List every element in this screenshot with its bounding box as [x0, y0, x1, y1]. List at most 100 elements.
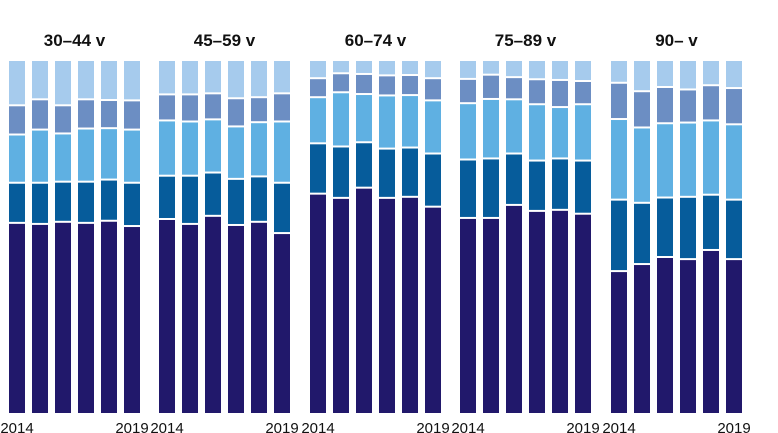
bar-segment [402, 61, 418, 75]
bar-segment [506, 205, 522, 413]
bar-segment [205, 120, 221, 172]
bar-segment [506, 78, 522, 99]
bar-segment [159, 95, 175, 120]
bar-segment [274, 122, 290, 182]
bar-segment [379, 76, 395, 95]
bar-segment [402, 76, 418, 95]
x-tick-label: 2019 [265, 420, 298, 433]
bar-segment [101, 101, 117, 128]
bar-segment [124, 227, 140, 413]
bar-segment [182, 224, 198, 413]
bar-segment [483, 159, 499, 217]
bar-segment [703, 61, 719, 85]
bar-segment [55, 106, 71, 133]
bar-segment [680, 123, 696, 196]
bar-segment [425, 79, 441, 100]
bar-segment [402, 197, 418, 413]
bar-segment [703, 121, 719, 194]
bar-segment [460, 61, 476, 78]
bar-segment [529, 161, 545, 210]
bar-segment [552, 159, 568, 209]
bar-segment [55, 134, 71, 181]
bar-segment [333, 198, 349, 413]
panel-title: 30–44 v [44, 31, 106, 50]
bar-segment [333, 93, 349, 146]
bar-segment [703, 86, 719, 120]
bar-segment [726, 125, 742, 199]
bar-segment [379, 149, 395, 197]
bar-segment [159, 176, 175, 218]
bar-segment [251, 61, 267, 97]
bar-segment [124, 183, 140, 226]
bar-segment [460, 104, 476, 159]
bar-segment [9, 223, 25, 413]
bar-segment [333, 74, 349, 92]
x-tick-label: 2014 [451, 420, 484, 433]
bar-segment [703, 250, 719, 413]
bar-segment [124, 130, 140, 182]
bar-segment [32, 100, 48, 129]
bar-segment [425, 101, 441, 153]
bar-segment [425, 154, 441, 206]
bar-segment [506, 61, 522, 77]
bar-segment [575, 214, 591, 413]
bar-segment [506, 154, 522, 204]
x-tick-label: 2019 [717, 420, 750, 433]
bar-segment [78, 223, 94, 413]
bar-segment [552, 61, 568, 79]
bar-segment [460, 218, 476, 413]
bar-segment [182, 122, 198, 175]
bar-segment [182, 61, 198, 94]
bar-segment [680, 197, 696, 259]
bar-segment [726, 200, 742, 259]
x-tick-label: 2019 [115, 420, 148, 433]
bar-segment [159, 121, 175, 175]
bar-segment [657, 124, 673, 197]
bar-segment [575, 82, 591, 104]
bar-segment [657, 87, 673, 123]
bar-segment [251, 123, 267, 176]
x-tick-label: 2014 [602, 420, 635, 433]
bar-segment [634, 92, 650, 127]
bar-segment [228, 179, 244, 224]
bar-segment [634, 203, 650, 264]
bar-segment [159, 219, 175, 413]
bar-segment [205, 216, 221, 413]
x-tick-label: 2014 [150, 420, 183, 433]
x-tick-label: 2014 [0, 420, 33, 433]
bar-segment [657, 61, 673, 86]
bar-segment [228, 61, 244, 98]
bar-segment [680, 61, 696, 89]
bar-segment [726, 89, 742, 124]
bar-segment [101, 129, 117, 179]
bar-segment [205, 173, 221, 215]
bar-segment [483, 61, 499, 74]
bar-segment [611, 61, 627, 82]
bar-segment [611, 272, 627, 413]
panel-title: 75–89 v [495, 31, 557, 50]
bar-segment [460, 79, 476, 103]
x-tick-label: 2019 [416, 420, 449, 433]
bar-segment [9, 61, 25, 105]
bar-segment [78, 129, 94, 181]
bar-segment [101, 221, 117, 413]
bar-segment [356, 143, 372, 187]
bar-segment [55, 61, 71, 105]
bar-segment [228, 99, 244, 126]
bar-segment [274, 94, 290, 121]
bar-segment [310, 194, 326, 413]
bar-segment [310, 98, 326, 143]
bar-segment [182, 95, 198, 121]
bar-segment [575, 105, 591, 160]
panel-title: 45–59 v [194, 31, 256, 50]
bar-segment [529, 61, 545, 79]
bar-segment [333, 147, 349, 197]
bar-segment [483, 218, 499, 413]
bar-segment [251, 177, 267, 221]
bar-segment [425, 61, 441, 78]
panel-title: 90– v [655, 31, 698, 50]
bar-segment [182, 176, 198, 223]
bar-segment [274, 183, 290, 233]
bar-segment [611, 83, 627, 119]
bar-segment [9, 135, 25, 182]
